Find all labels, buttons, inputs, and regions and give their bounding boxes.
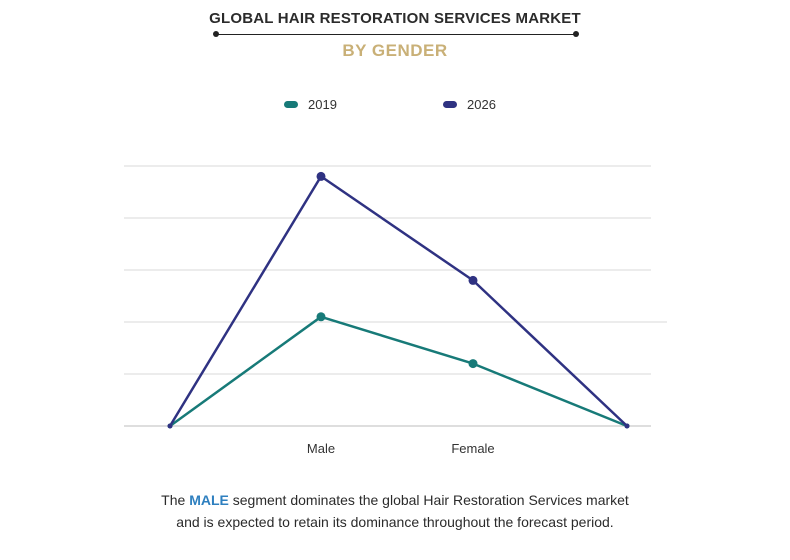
series-line-2026 <box>168 175 628 427</box>
divider-right-dot <box>573 31 579 37</box>
data-point-2026-female <box>468 275 478 285</box>
data-points <box>167 171 630 429</box>
data-point-2019-female <box>468 359 478 369</box>
chart-caption: The MALE segment dominates the global Ha… <box>0 489 790 533</box>
data-point-2026-end <box>624 423 630 429</box>
x-tick-label-female: Female <box>451 441 494 456</box>
data-point-2026-start <box>167 423 173 429</box>
grid-lines <box>124 165 667 427</box>
caption-suffix: segment dominates the global Hair Restor… <box>228 492 629 508</box>
caption-line-2: and is expected to retain its dominance … <box>176 514 614 530</box>
legend-item-2026: 2026 <box>443 97 496 112</box>
caption-highlight: MALE <box>189 492 229 508</box>
series-lines <box>168 175 628 428</box>
chart-title: GLOBAL HAIR RESTORATION SERVICES MARKET <box>209 10 581 27</box>
caption-prefix: The <box>161 492 190 508</box>
legend-swatch-2026 <box>443 101 457 108</box>
x-tick-label-male: Male <box>307 441 335 456</box>
data-point-2019-male <box>316 312 326 322</box>
legend-item-2019: 2019 <box>284 97 337 112</box>
data-point-2026-male <box>316 171 326 181</box>
divider-left-dot <box>213 31 219 37</box>
legend-label-2019: 2019 <box>308 97 337 112</box>
legend-label-2026: 2026 <box>467 97 496 112</box>
title-divider <box>216 34 576 35</box>
x-tick-labels: Male Female <box>307 441 495 456</box>
caption-line-1: The MALE segment dominates the global Ha… <box>0 489 790 511</box>
line-chart: Male Female <box>124 165 667 456</box>
series-line-2019 <box>169 315 628 428</box>
chart-subtitle: BY GENDER <box>342 41 448 60</box>
legend-swatch-2019 <box>284 101 298 108</box>
